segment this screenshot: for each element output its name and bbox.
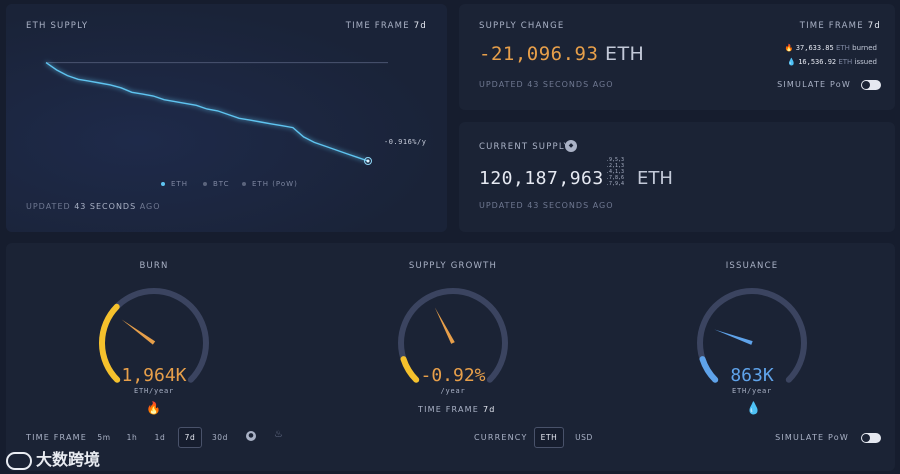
updated-value: 43 SECONDS — [74, 202, 137, 211]
eth-supply-chart — [45, 62, 388, 165]
gauge-needle — [714, 329, 753, 345]
gauge-fill — [699, 356, 719, 383]
currency-eth-button[interactable]: ETH — [534, 427, 564, 448]
issuance-value: 863K — [730, 365, 774, 386]
supply-growth-unit: /year — [440, 387, 466, 395]
supply-change-value: -21,096.93 — [479, 43, 599, 65]
legend-eth-label: ETH — [171, 180, 188, 188]
watermark-logo-icon — [6, 451, 32, 470]
burned-label: burned — [852, 44, 877, 52]
supply-growth-title: SUPPLY GROWTH — [408, 261, 498, 271]
timeframe-value: 7d — [867, 21, 881, 31]
series-end-point — [366, 159, 370, 163]
watermark-text: 大数跨境 — [36, 450, 101, 469]
issuance-title: ISSUANCE — [725, 261, 779, 271]
current-supply-panel: CURRENT SUPPLY ◆ 120,187,963 .9,5,3 .2,1… — [459, 122, 895, 232]
timeframe-1d-button[interactable]: 1d — [154, 433, 166, 442]
droplet-icon: 💧 — [787, 58, 796, 66]
gauge-fill — [400, 356, 420, 383]
eth-supply-updated: UPDATED 43 SECONDS AGO — [26, 202, 161, 211]
issued-value: 16,536.92 — [798, 58, 837, 66]
current-supply-value: 120,187,963 — [479, 168, 604, 189]
issuance-unit: ETH/year — [731, 387, 773, 395]
burned-value: 37,633.85 — [795, 44, 834, 52]
decimal-digit: .7,9,4 — [606, 181, 625, 187]
burn-title: BURN — [139, 261, 169, 271]
issued-unit: ETH — [838, 58, 853, 66]
supply-change-panel: SUPPLY CHANGE TIME FRAME 7d -21,096.93 ET… — [459, 4, 895, 110]
eth-supply-title: ETH SUPPLY — [26, 21, 89, 31]
eth-supply-panel: ETH SUPPLY TIME FRAME 7d -0.916%/y ETH BT… — [6, 4, 447, 232]
supply-change-unit: ETH — [604, 43, 645, 65]
timeframe-label: TIME FRAME — [345, 21, 410, 31]
chart-end-value-label: -0.916%/y — [384, 138, 427, 146]
fire-icon: 🔥 — [146, 401, 161, 415]
currency-label: CURRENCY — [474, 433, 528, 442]
bottom-simulate-pow-toggle[interactable] — [861, 433, 881, 443]
eth-logo-icon: ◆ — [565, 140, 577, 152]
supply-change-title: SUPPLY CHANGE — [479, 21, 565, 31]
series-end-marker — [364, 157, 372, 165]
supply-change-timeframe[interactable]: TIME FRAME 7d — [800, 21, 881, 31]
burn-gauge — [98, 288, 209, 383]
decimal-digit: .4,1,3 — [606, 169, 625, 175]
updated-prefix: UPDATED — [26, 202, 71, 211]
issued-row: 💧 16,536.92 ETH issued — [787, 58, 877, 66]
gauge-needle — [434, 307, 455, 344]
supply-growth-timeframe[interactable]: TIME FRAME 7d — [418, 405, 496, 414]
updated-suffix: AGO — [139, 202, 161, 211]
timeframe-1h-button[interactable]: 1h — [126, 433, 138, 442]
issued-label: issued — [854, 58, 877, 66]
decimal-digit: .7,8,6 — [606, 175, 625, 181]
gauge-track — [697, 288, 807, 383]
decimal-digit: .2,1,3 — [606, 163, 625, 169]
supply-growth-value: -0.92% — [420, 365, 486, 386]
timeframe-label: TIME FRAME — [799, 21, 864, 31]
supply-change-amount: -21,096.93 ETH — [479, 43, 644, 65]
gauge-needle — [121, 319, 156, 345]
droplet-icon: 💧 — [746, 401, 761, 415]
flame-outline-icon[interactable]: ♨ — [274, 429, 283, 440]
currency-usd-button[interactable]: USD — [575, 433, 593, 442]
supply-growth-gauge — [398, 288, 508, 383]
burn-unit: ETH/year — [133, 387, 175, 395]
legend-btc-label: BTC — [213, 180, 230, 188]
current-supply-title: CURRENT SUPPLY — [479, 142, 571, 152]
legend-eth-pow-label: ETH (PoW) — [252, 180, 298, 188]
gauges-panel: BURN 1,964K ETH/year 🔥 SUPPLY GROWTH -0.… — [6, 243, 895, 471]
bottom-timeframe-label: TIME FRAME — [26, 433, 88, 442]
legend-item-eth-pow[interactable]: ETH (PoW) — [242, 180, 298, 188]
decimal-digit: .9,5,3 — [606, 157, 625, 163]
series-line-eth — [45, 62, 369, 162]
gauge-fill — [98, 303, 121, 383]
simulate-pow-label: SIMULATE PoW — [777, 80, 851, 89]
timeframe-value: 7d — [413, 21, 427, 31]
timeframe-5m-button[interactable]: 5m — [97, 433, 111, 442]
issuance-gauge — [697, 288, 807, 383]
burn-value: 1,964K — [121, 365, 187, 386]
burned-unit: ETH — [835, 44, 850, 52]
current-supply-decimals: .9,5,3 .2,1,3 .4,1,3 .7,8,6 .7,9,4 — [606, 157, 625, 187]
timeframe-30d-button[interactable]: 30d — [211, 433, 229, 442]
bottom-simulate-pow-label: SIMULATE PoW — [775, 433, 849, 442]
legend-item-eth[interactable]: ETH — [161, 180, 188, 188]
legend-item-btc[interactable]: BTC — [203, 180, 230, 188]
watermark: 大数跨境 — [6, 446, 100, 470]
simulate-pow-toggle[interactable] — [861, 80, 881, 90]
current-supply-updated: UPDATED 43 SECONDS AGO — [479, 201, 614, 210]
current-supply-unit: ETH — [637, 168, 673, 189]
timeframe-label: TIME FRAME — [418, 405, 480, 414]
gauge-track — [398, 288, 508, 383]
skull-icon[interactable]: ● — [246, 431, 256, 441]
burned-row: 🔥 37,633.85 ETH burned — [785, 44, 877, 52]
eth-supply-timeframe[interactable]: TIME FRAME 7d — [346, 21, 427, 31]
timeframe-value: 7d — [483, 405, 496, 414]
timeframe-7d-button[interactable]: 7d — [178, 427, 202, 448]
fire-icon: 🔥 — [784, 44, 794, 52]
supply-change-updated: UPDATED 43 SECONDS AGO — [479, 80, 614, 89]
